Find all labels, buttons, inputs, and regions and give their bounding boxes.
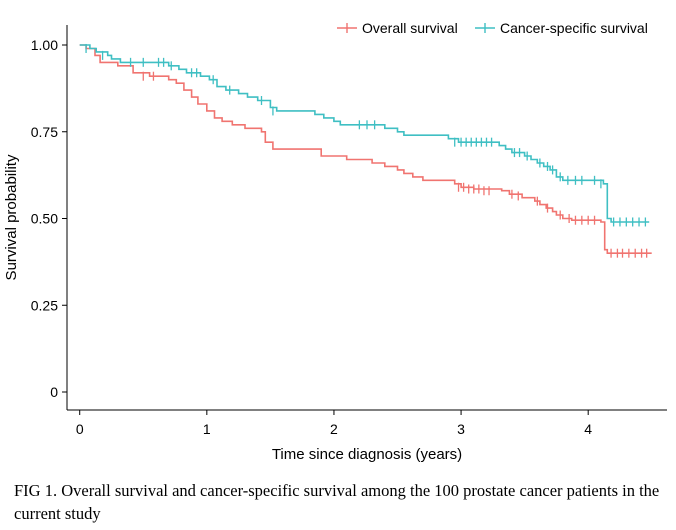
series-lines	[79, 44, 652, 254]
x-tick-label-1: 1	[203, 421, 211, 437]
y-tick-label-4: 1.00	[31, 37, 58, 53]
figure-caption: FIG 1. Overall survival and cancer-speci…	[14, 481, 660, 523]
tick-marks	[62, 44, 589, 415]
series-line-0	[79, 44, 652, 254]
axes	[66, 25, 667, 411]
x-tick-label-2: 2	[330, 421, 338, 437]
y-tick-label-2: 0.50	[31, 211, 58, 227]
series-line-1	[79, 44, 650, 223]
y-axis-title: Survival probability	[3, 154, 20, 280]
legend-label-1: Cancer-specific survival	[500, 20, 648, 36]
x-axis-title: Time since diagnosis (years)	[272, 446, 462, 463]
y-tick-label-3: 0.75	[31, 124, 58, 140]
y-tick-label-0: 0	[50, 384, 58, 400]
x-tick-label-4: 4	[584, 421, 592, 437]
x-tick-label-0: 0	[76, 421, 84, 437]
legend: Overall survival Cancer-specific survival	[337, 20, 648, 36]
survival-chart: 0 1 2 3 4 0 0.25 0.50 0.75 1.00 Time since diagno…	[3, 20, 667, 463]
tick-labels: 0 1 2 3 4 0 0.25 0.50 0.75 1.00	[31, 37, 593, 437]
x-tick-label-3: 3	[457, 421, 465, 437]
y-tick-label-1: 0.25	[31, 297, 58, 313]
legend-label-0: Overall survival	[362, 20, 458, 36]
censor-marks	[85, 43, 648, 258]
